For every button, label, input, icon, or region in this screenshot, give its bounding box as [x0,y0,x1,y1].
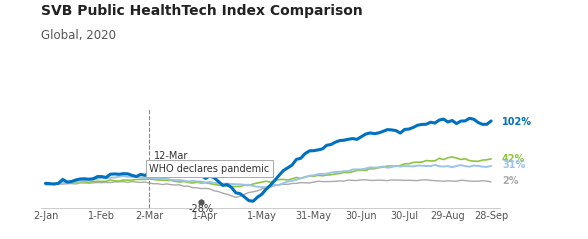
Text: 42%: 42% [502,154,525,164]
Text: 12-Mar: 12-Mar [153,151,188,161]
Text: WHO declares pandemic: WHO declares pandemic [149,163,269,174]
Text: 2%: 2% [502,176,519,186]
Text: -28%: -28% [189,204,214,214]
Text: 102%: 102% [502,117,532,127]
Text: SVB Public HealthTech Index Comparison: SVB Public HealthTech Index Comparison [41,4,363,18]
Text: 31%: 31% [502,160,525,170]
Text: Global, 2020: Global, 2020 [41,29,116,42]
